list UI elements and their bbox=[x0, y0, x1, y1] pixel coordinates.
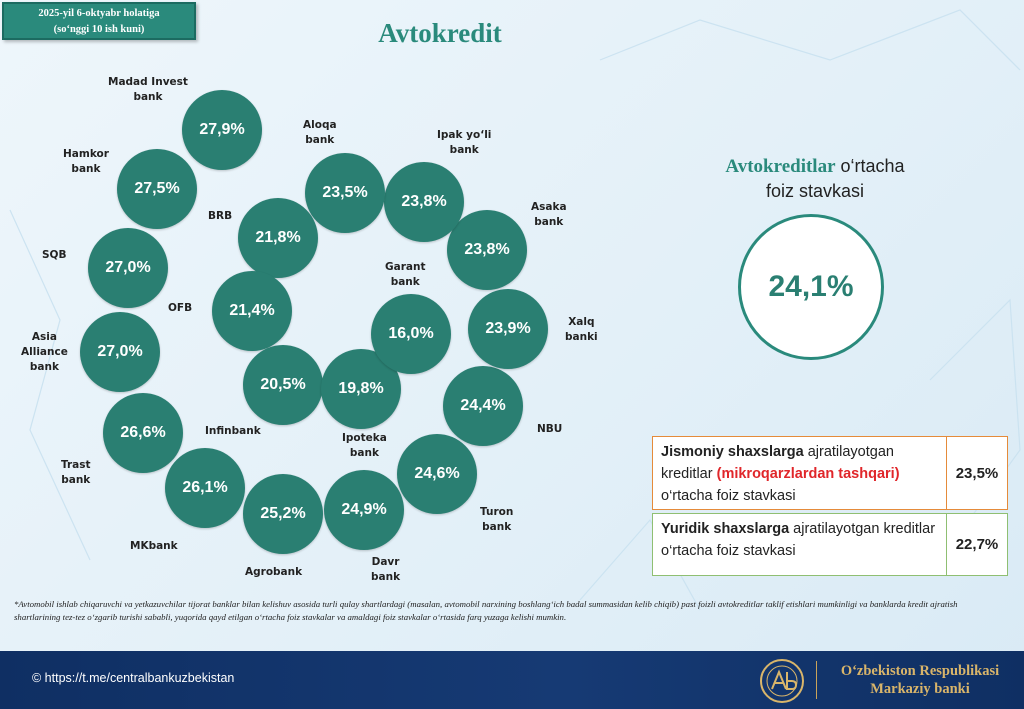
rate-bubble: 21,8% bbox=[238, 198, 318, 278]
bank-label: Infinbank bbox=[205, 425, 261, 437]
bank-label: Ipak yo‘li bank bbox=[437, 129, 492, 156]
rate-bubble: 23,9% bbox=[468, 289, 548, 369]
footer-bar: © https://t.me/centralbankuzbekistan O‘z… bbox=[0, 651, 1024, 709]
legal-rate-value: 22,7% bbox=[946, 514, 1007, 575]
bank-label: Garant bank bbox=[385, 261, 426, 288]
date-badge: 2025-yil 6-oktyabr holatiga (so‘nggi 10 … bbox=[2, 2, 196, 40]
bank-label: NBU bbox=[537, 423, 563, 435]
date-subline: (so‘nggi 10 ish kuni) bbox=[53, 24, 145, 35]
footer-divider bbox=[816, 661, 817, 699]
bank-label: SQB bbox=[42, 249, 67, 261]
bank-name-line2: Markaziy banki bbox=[870, 681, 970, 697]
legal-text: ajratilayotgan kreditlar o‘rtacha foiz s… bbox=[661, 521, 936, 559]
rate-bubble: 21,4% bbox=[212, 271, 292, 351]
background-network-decoration bbox=[9, 9, 1021, 611]
bank-label: MKbank bbox=[130, 540, 178, 552]
bank-label: BRB bbox=[208, 210, 233, 222]
bank-label: Aloqa bank bbox=[303, 119, 337, 146]
rate-bubble: 25,2% bbox=[243, 474, 323, 554]
bank-label: Turon bank bbox=[480, 506, 514, 533]
average-rate-title: Avtokreditlar o‘rtacha foiz stavkasi bbox=[690, 154, 940, 204]
legal-entities-rate-row: Yuridik shaxslarga ajratilayotgan kredit… bbox=[652, 513, 1008, 576]
average-title-rest: o‘rtacha bbox=[835, 156, 905, 176]
individuals-text2: o‘rtacha foiz stavkasi bbox=[661, 488, 796, 504]
rate-bubble: 24,4% bbox=[443, 366, 523, 446]
rate-bubble: 27,0% bbox=[88, 228, 168, 308]
bank-label: OFB bbox=[168, 302, 193, 314]
individuals-bold: Jismoniy shaxslarga bbox=[661, 444, 804, 460]
rate-bubble: 26,6% bbox=[103, 393, 183, 473]
telegram-link[interactable]: © https://t.me/centralbankuzbekistan bbox=[32, 671, 235, 685]
rate-bubble: 27,0% bbox=[80, 312, 160, 392]
individuals-note: (mikroqarzlardan tashqari) bbox=[716, 466, 900, 482]
legal-bold: Yuridik shaxslarga bbox=[661, 521, 790, 537]
rate-bubble: 27,9% bbox=[182, 90, 262, 170]
rate-bubble: 26,1% bbox=[165, 448, 245, 528]
bank-label: Xalq banki bbox=[565, 316, 598, 343]
average-title-bold: Avtokreditlar bbox=[725, 156, 836, 177]
central-bank-logo-icon bbox=[760, 659, 804, 703]
bank-name-line1: O‘zbekiston Respublikasi bbox=[840, 663, 1000, 679]
footnote: *Avtomobil ishlab chiqaruvchi va yetkazu… bbox=[14, 599, 958, 622]
bank-label: Agrobank bbox=[245, 566, 303, 578]
rate-bubble: 23,8% bbox=[384, 162, 464, 242]
bank-label: Asia Alliance bank bbox=[21, 331, 68, 373]
bank-label: Asaka bank bbox=[531, 201, 567, 228]
average-rate-circle: 24,1% bbox=[738, 214, 884, 360]
bank-label: Ipoteka bank bbox=[342, 432, 387, 459]
rate-bubble: 27,5% bbox=[117, 149, 197, 229]
average-title-line2: foiz stavkasi bbox=[765, 181, 865, 201]
individuals-rate-value: 23,5% bbox=[946, 437, 1007, 509]
rate-bubble: 23,5% bbox=[305, 153, 385, 233]
legal-description: Yuridik shaxslarga ajratilayotgan kredit… bbox=[653, 514, 946, 575]
rate-bubble: 24,6% bbox=[397, 434, 477, 514]
rate-bubble: 23,8% bbox=[447, 210, 527, 290]
date-line: 2025-yil 6-oktyabr holatiga bbox=[38, 8, 160, 19]
individuals-rate-row: Jismoniy shaxslarga ajratilayotgan kredi… bbox=[652, 436, 1008, 510]
individuals-description: Jismoniy shaxslarga ajratilayotgan kredi… bbox=[653, 437, 946, 509]
bank-label: Hamkor bank bbox=[63, 148, 109, 175]
rate-bubble: 16,0% bbox=[371, 294, 451, 374]
bank-label: Trast bank bbox=[61, 459, 91, 486]
individuals-text: ajratilayotgan kreditlar bbox=[661, 444, 894, 482]
rate-bubble: 20,5% bbox=[243, 345, 323, 425]
bank-name: O‘zbekiston Respublikasi Markaziy banki bbox=[822, 662, 1018, 698]
page-title: Avtokredit bbox=[378, 18, 502, 48]
bank-label: Davr bank bbox=[371, 556, 401, 583]
rate-bubble: 24,9% bbox=[324, 470, 404, 550]
bank-label: Madad Invest bank bbox=[108, 76, 188, 103]
